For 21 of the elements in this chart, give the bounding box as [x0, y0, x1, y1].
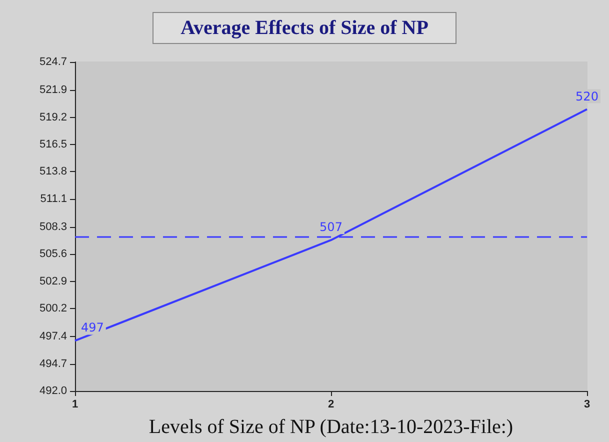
data-label: 507: [320, 220, 342, 234]
data-label: 520: [576, 89, 598, 104]
y-tick-label: 502.9: [39, 275, 67, 288]
y-tick-label: 524.7: [39, 56, 67, 68]
y-tick-label: 508.3: [39, 221, 67, 234]
x-axis-title: Levels of Size of NP (Date:13-10-2023-File:): [148, 416, 514, 438]
chart-title: Average Effects of Size of NP: [180, 17, 428, 39]
y-tick-label: 521.9: [39, 84, 67, 96]
x-tick-label: 1: [72, 398, 78, 410]
y-tick-label: 492.0: [39, 385, 67, 397]
y-tick-label: 497.4: [39, 330, 67, 343]
y-tick-label: 519.2: [39, 111, 67, 124]
y-tick-label: 494.7: [39, 358, 67, 370]
x-tick-label: 2: [328, 398, 334, 410]
x-tick-label: 3: [584, 398, 590, 410]
y-tick-label: 516.5: [39, 138, 67, 150]
data-label: 497: [81, 320, 104, 335]
y-tick-label: 500.2: [39, 302, 67, 314]
y-tick-label: 513.8: [39, 166, 67, 178]
y-tick-label: 511.1: [40, 192, 67, 205]
y-tick-label: 505.6: [39, 248, 67, 260]
